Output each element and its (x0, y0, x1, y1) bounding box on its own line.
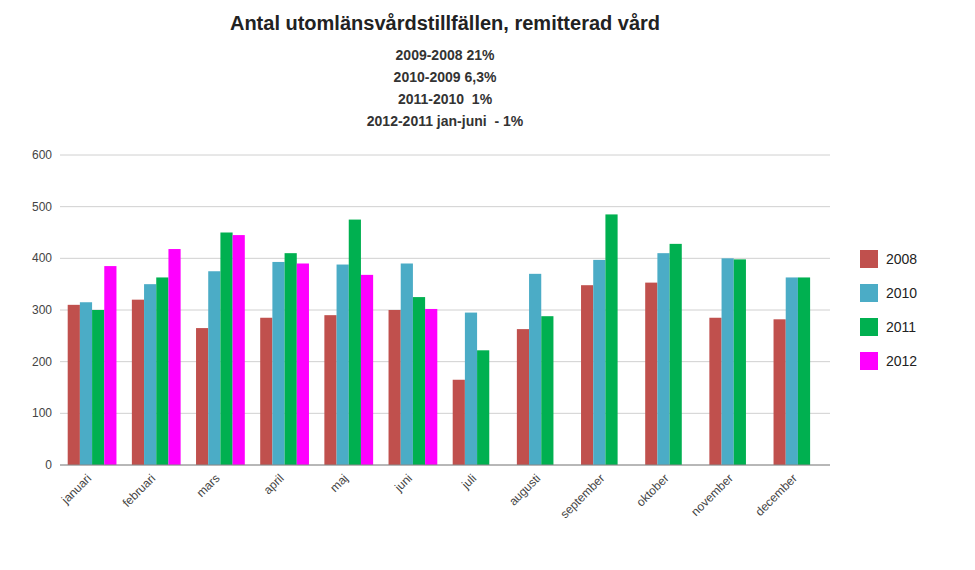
legend-swatch (860, 352, 878, 370)
bar (144, 284, 156, 465)
x-tick-label: maj (327, 471, 351, 495)
legend-swatch (860, 318, 878, 336)
bar (196, 328, 208, 465)
bar (389, 310, 401, 465)
x-tick-label: juni (391, 471, 415, 495)
legend-label: 2012 (886, 353, 917, 369)
y-axis: 0 100 200 300 400 500 600 (32, 148, 830, 472)
bar (349, 220, 361, 465)
bar (734, 259, 746, 465)
x-tick-label: mars (194, 471, 223, 500)
x-tick-label: december (752, 471, 800, 519)
grid-line (60, 206, 830, 207)
subtitle: 2009-2008 21% (396, 47, 495, 63)
subtitle: 2010-2009 6,3% (394, 69, 497, 85)
bar (68, 305, 80, 465)
bar (605, 214, 617, 465)
bar (361, 275, 373, 465)
bar (272, 262, 284, 465)
bar (465, 313, 477, 465)
bar (774, 319, 786, 465)
bar (168, 249, 180, 465)
x-tick-label: februari (120, 471, 159, 510)
bars (68, 214, 810, 465)
chart-container: Antal utomlänsvårdstillfällen, remittera… (0, 0, 975, 570)
y-tick-label: 300 (32, 303, 52, 317)
subtitle: 2011-2010 1% (398, 91, 493, 107)
bar (104, 266, 116, 465)
legend-swatch (860, 284, 878, 302)
x-axis-line (60, 465, 830, 466)
title: Antal utomlänsvårdstillfällen, remittera… (230, 12, 660, 34)
bar (541, 316, 553, 465)
bar (709, 318, 721, 465)
page: {"chart_data": {"type": "bar", "title": … (0, 0, 975, 570)
bar (324, 315, 336, 465)
bar (260, 318, 272, 465)
x-tick-label: april (261, 471, 287, 497)
grid-line (60, 155, 830, 156)
y-tick-label: 500 (32, 200, 52, 214)
bar (80, 302, 92, 465)
legend-label: 2010 (886, 285, 917, 301)
bar (297, 264, 309, 466)
bar (453, 380, 465, 465)
x-tick-label: juli (458, 471, 479, 492)
y-tick-label: 0 (45, 458, 52, 472)
x-tick-label: januari (58, 471, 94, 507)
bar (233, 235, 245, 465)
y-tick-label: 200 (32, 355, 52, 369)
x-tick-label: november (688, 471, 736, 519)
bar (425, 309, 437, 465)
bar (337, 265, 349, 465)
bar (401, 264, 413, 466)
bar (645, 283, 657, 465)
bar (786, 277, 798, 465)
legend: 2008 2010 2011 2012 (860, 250, 917, 370)
bar (413, 297, 425, 465)
bar (92, 310, 104, 465)
subtitle: 2012-2011 jan-juni - 1% (367, 113, 524, 129)
y-tick-label: 100 (32, 406, 52, 420)
bar (156, 277, 168, 465)
bar (670, 244, 682, 465)
y-tick-label: 600 (32, 148, 52, 162)
bar (517, 329, 529, 465)
chart-svg: Antal utomlänsvårdstillfällen, remittera… (0, 0, 975, 570)
bar (722, 258, 734, 465)
bar (593, 260, 605, 465)
grid-line (60, 465, 830, 466)
y-tick-label: 400 (32, 251, 52, 265)
bar (529, 274, 541, 465)
bar (657, 253, 669, 465)
x-tick-label: augusti (506, 471, 543, 508)
legend-label: 2008 (886, 251, 917, 267)
bar (581, 285, 593, 465)
bar (132, 300, 144, 465)
legend-label: 2011 (886, 319, 916, 335)
bar (220, 233, 232, 466)
bar (208, 271, 220, 465)
bar (798, 277, 810, 465)
bar (477, 350, 489, 465)
x-axis: januari februari mars april maj juni juli augus… (58, 471, 800, 521)
bar (285, 253, 297, 465)
x-tick-label: oktober (633, 471, 671, 509)
legend-swatch (860, 250, 878, 268)
x-tick-label: september (558, 471, 608, 521)
